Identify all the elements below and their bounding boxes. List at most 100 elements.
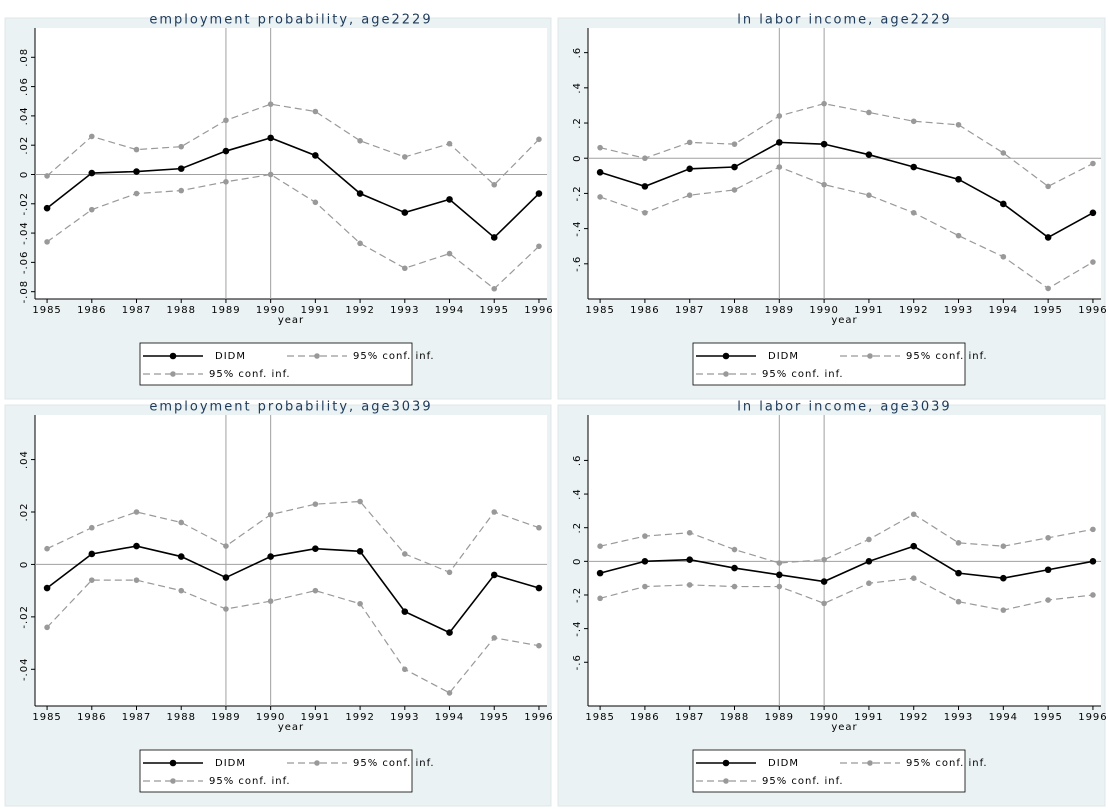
legend: [692, 749, 966, 793]
point: [178, 587, 185, 594]
point: [446, 196, 453, 203]
point: [1000, 607, 1007, 613]
point: [44, 173, 50, 179]
point: [88, 577, 95, 583]
point: [686, 529, 693, 536]
x-tick-label: 1992: [899, 305, 928, 316]
y-tick-label: .2: [572, 522, 583, 534]
series-line: [599, 141, 1094, 239]
point: [686, 139, 693, 146]
y-tick-label: .06: [19, 77, 30, 96]
x-tick-label: 1985: [585, 712, 614, 723]
point: [312, 108, 319, 115]
x-tick-label: 1985: [32, 712, 61, 723]
chart-title: ln labor income, age3039: [737, 400, 951, 415]
point: [536, 243, 542, 250]
x-tick-label: 1996: [524, 712, 553, 723]
y-tick-label: -.06: [19, 251, 30, 275]
point: [44, 624, 50, 631]
point: [1090, 160, 1096, 167]
legend-marker: [723, 371, 729, 377]
x-tick-label: 1994: [989, 712, 1018, 723]
legend-label: 95% conf. inf.: [353, 351, 435, 362]
point: [596, 168, 604, 176]
x-tick-label: 1988: [166, 305, 195, 316]
x-tick-label: 1989: [765, 305, 794, 316]
point: [223, 179, 229, 185]
point: [223, 606, 229, 612]
legend-marker: [867, 353, 873, 359]
y-tick-label: .02: [19, 503, 30, 522]
point: [88, 169, 96, 177]
point: [1000, 253, 1007, 260]
x-tick-label: 1994: [435, 305, 464, 316]
point: [178, 187, 185, 194]
point: [222, 147, 230, 155]
point: [223, 117, 229, 124]
point: [1044, 566, 1052, 574]
point: [731, 187, 738, 193]
point: [821, 181, 827, 188]
point: [955, 569, 962, 577]
x-tick-label: 1992: [345, 305, 374, 316]
point: [402, 154, 408, 160]
legend-label: DIDM: [215, 758, 246, 769]
point: [133, 577, 140, 583]
point: [535, 584, 543, 592]
x-tick-label: 1987: [675, 712, 704, 723]
point: [910, 575, 917, 581]
point: [356, 190, 364, 197]
x-tick-label: 1993: [944, 712, 973, 723]
legend-label: DIDM: [768, 351, 799, 362]
panel: employment probability, age2229 .08 .06 .04…: [4, 13, 553, 400]
point: [1090, 526, 1096, 533]
point: [597, 144, 603, 151]
y-tick-label: -.2: [572, 587, 583, 603]
point: [133, 168, 140, 175]
point: [536, 642, 542, 649]
chart-title: ln labor income, age2229: [737, 13, 951, 28]
point: [402, 666, 408, 673]
point: [491, 181, 498, 188]
point: [535, 190, 543, 197]
point: [642, 533, 648, 539]
y-tick-label: -.04: [19, 221, 30, 245]
point: [642, 583, 648, 590]
point: [821, 556, 827, 563]
series-line: [599, 513, 1094, 564]
legend-marker: [867, 760, 873, 766]
point: [910, 209, 917, 216]
point: [686, 556, 694, 563]
x-axis-label: year: [278, 722, 304, 733]
point: [357, 498, 363, 505]
x-tick-label: 1989: [211, 712, 240, 723]
legend: [692, 342, 966, 386]
point: [910, 163, 918, 171]
point: [597, 543, 603, 550]
legend-marker: [169, 352, 177, 360]
x-tick-label: 1990: [809, 712, 838, 723]
point: [865, 151, 873, 159]
point: [491, 635, 498, 641]
point: [731, 163, 738, 171]
point: [357, 600, 363, 607]
x-tick-label: 1986: [77, 305, 106, 316]
point: [955, 121, 962, 128]
point: [446, 690, 453, 696]
point: [178, 519, 185, 526]
y-tick-label: -.4: [572, 221, 583, 237]
point: [401, 608, 409, 615]
point: [820, 140, 828, 148]
series-line: [46, 579, 540, 694]
point: [44, 239, 50, 245]
x-tick-label: 1986: [77, 712, 106, 723]
point: [133, 542, 140, 550]
point: [776, 583, 783, 590]
y-tick-label: .4: [572, 82, 583, 94]
legend-marker: [723, 778, 729, 784]
plot-area: [35, 415, 547, 706]
point: [267, 553, 274, 560]
y-tick-label: -.04: [19, 658, 30, 682]
point: [731, 564, 738, 572]
y-tick-label: -.02: [19, 192, 30, 216]
